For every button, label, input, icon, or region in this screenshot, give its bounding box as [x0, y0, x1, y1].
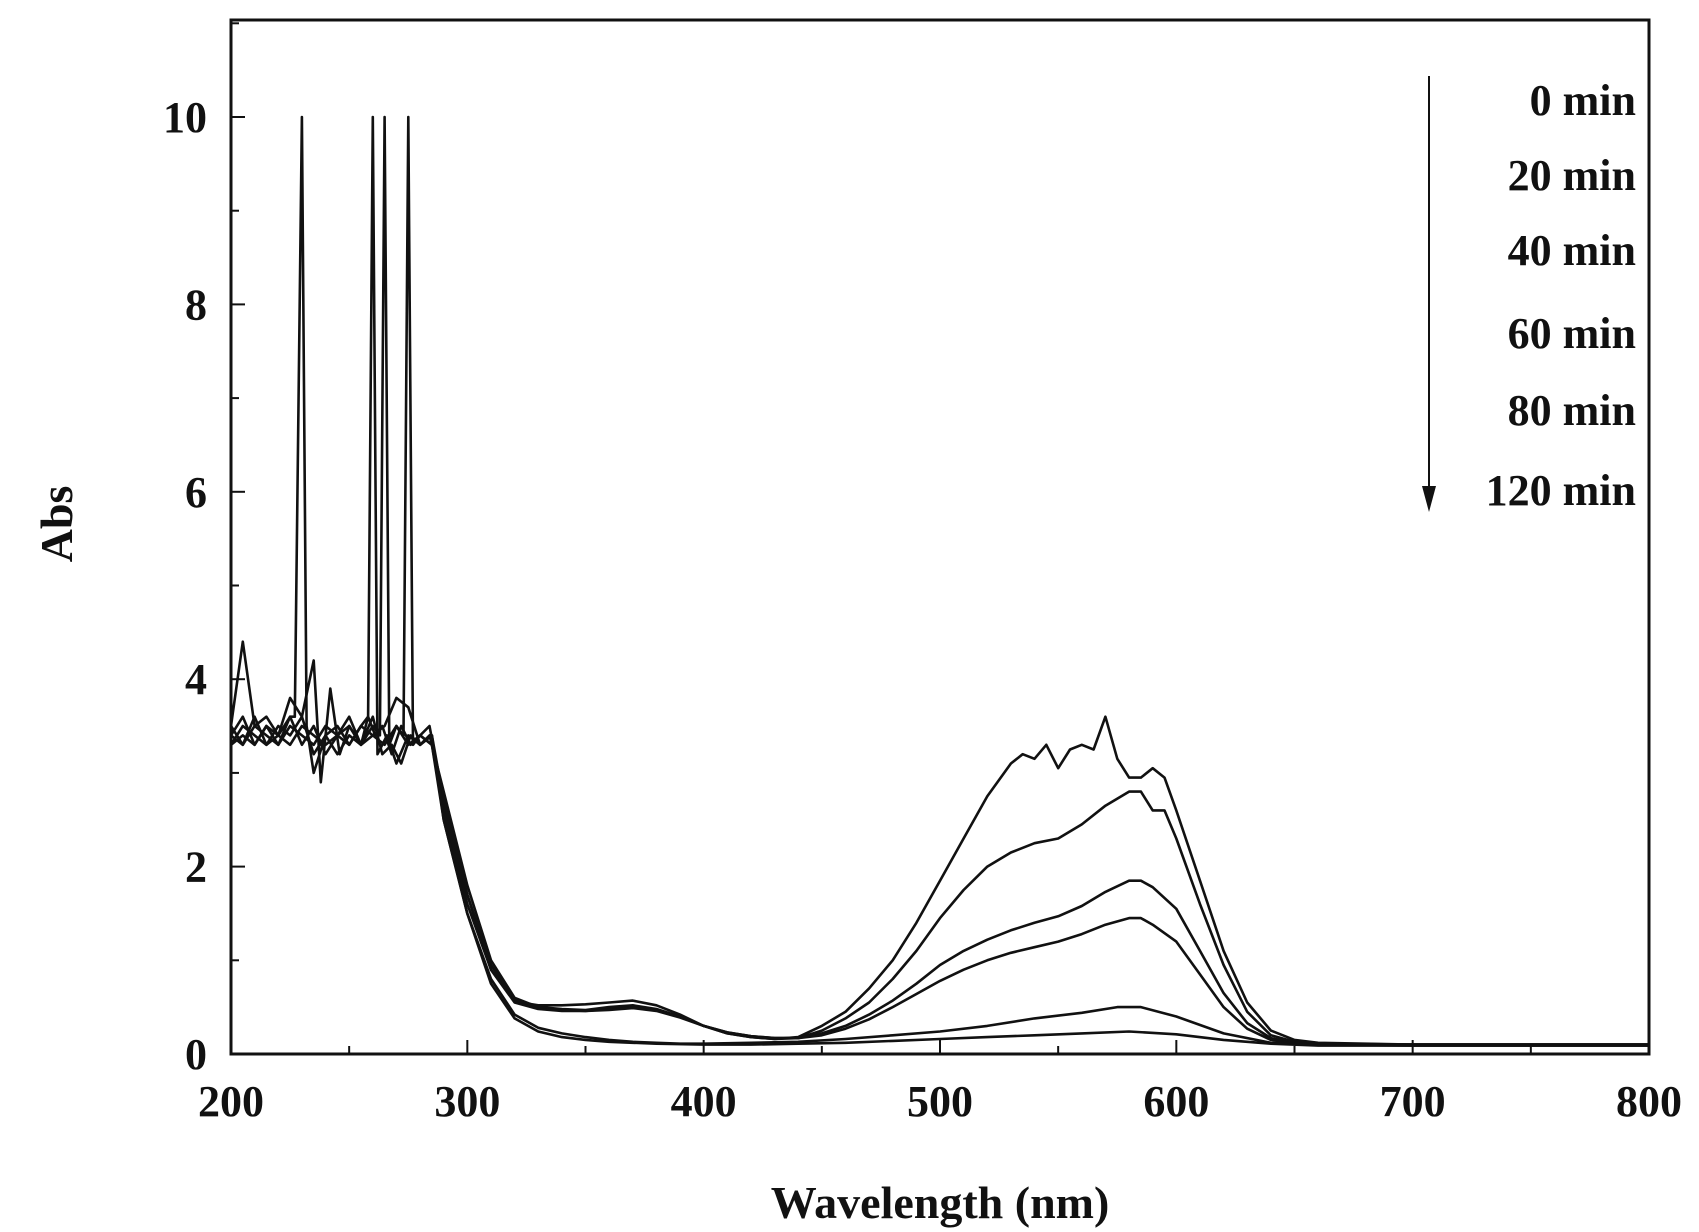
- legend-arrow-head: [1422, 486, 1436, 512]
- series-line-6: [230, 696, 1649, 1047]
- series-line-3: [229, 115, 1649, 1046]
- legend-label: 40 min: [1508, 226, 1636, 275]
- x-tick-label: 500: [907, 1077, 973, 1126]
- x-tick-label: 600: [1143, 1077, 1209, 1126]
- y-tick-label: 4: [185, 655, 207, 704]
- y-tick-label: 10: [163, 93, 207, 142]
- series-line-1: [229, 640, 1649, 1046]
- plot-frame: [229, 18, 1651, 1056]
- y-axis-title: Abs: [31, 486, 82, 563]
- x-tick-label: 400: [671, 1077, 737, 1126]
- series-line-2: [229, 115, 1649, 1046]
- legend-label: 0 min: [1530, 76, 1636, 125]
- series-line-5: [230, 115, 1649, 1047]
- x-axis-title: Wavelength (nm): [771, 1177, 1110, 1228]
- legend: 0 min 20 min 40 min 60 min 80 min 120 min: [1422, 76, 1636, 515]
- legend-label: 120 min: [1486, 466, 1636, 515]
- legend-label: 80 min: [1508, 386, 1636, 435]
- x-tick-label: 200: [198, 1077, 264, 1126]
- series-line-4: [229, 115, 1649, 1046]
- axis-ticks: 200 300 400 500 600 700 800 0 2 4 6 8 10: [163, 22, 1682, 1126]
- y-tick-label: 2: [185, 843, 207, 892]
- y-tick-label: 6: [185, 468, 207, 517]
- y-tick-label: 8: [185, 280, 207, 329]
- x-tick-label: 700: [1380, 1077, 1446, 1126]
- legend-label: 60 min: [1508, 309, 1636, 358]
- legend-label: 20 min: [1508, 151, 1636, 200]
- x-tick-label: 800: [1616, 1077, 1682, 1126]
- x-tick-label: 300: [434, 1077, 500, 1126]
- series-layer: [229, 115, 1649, 1047]
- y-tick-label: 0: [185, 1030, 207, 1079]
